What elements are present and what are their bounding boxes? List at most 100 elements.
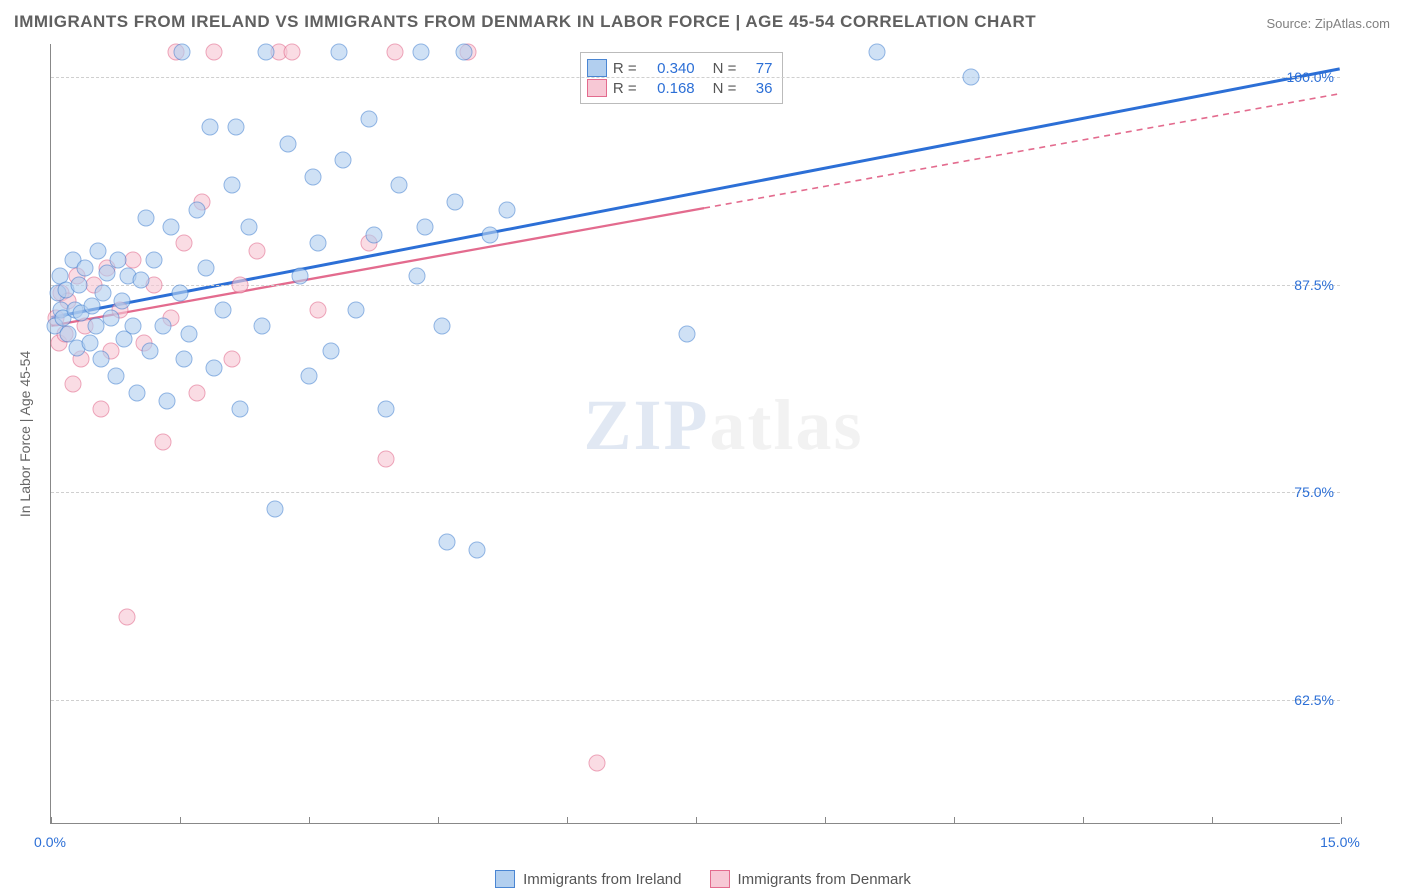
scatter-point [92,351,109,368]
scatter-point [77,260,94,277]
scatter-point [331,44,348,61]
scatter-point [110,251,127,268]
legend-label: Immigrants from Ireland [523,871,681,888]
scatter-point [107,367,124,384]
scatter-point [113,293,130,310]
x-tick-mark [954,817,955,824]
scatter-point [322,343,339,360]
scatter-point [163,218,180,235]
scatter-point [124,318,141,335]
scatter-point [391,177,408,194]
legend-n-label: N = [713,80,737,97]
chart-title: IMMIGRANTS FROM IRELAND VS IMMIGRANTS FR… [14,12,1036,32]
scatter-point [141,343,158,360]
scatter-point [468,542,485,559]
scatter-point [94,284,111,301]
scatter-point [283,44,300,61]
correlation-legend-row: R =0.340N =77 [587,59,773,77]
scatter-point [223,351,240,368]
scatter-point [232,276,249,293]
scatter-point [963,69,980,86]
scatter-point [498,201,515,218]
scatter-point [189,201,206,218]
y-tick-label: 75.0% [1294,484,1334,500]
scatter-point [159,392,176,409]
scatter-point [266,500,283,517]
scatter-point [434,318,451,335]
chart-container: IMMIGRANTS FROM IRELAND VS IMMIGRANTS FR… [0,0,1406,892]
scatter-point [90,243,107,260]
scatter-point [124,251,141,268]
correlation-legend-row: R =0.168N =36 [587,79,773,97]
scatter-point [361,110,378,127]
legend-swatch [495,870,515,888]
scatter-point [249,243,266,260]
scatter-point [258,44,275,61]
series-legend: Immigrants from IrelandImmigrants from D… [0,870,1406,888]
legend-n-value: 36 [742,80,772,97]
scatter-point [223,177,240,194]
scatter-point [202,118,219,135]
x-tick-mark [825,817,826,824]
scatter-point [92,401,109,418]
scatter-point [309,301,326,318]
scatter-point [417,218,434,235]
legend-swatch [587,59,607,77]
gridline-horizontal [51,492,1340,493]
scatter-point [189,384,206,401]
scatter-point [103,309,120,326]
x-tick-mark [696,817,697,824]
x-tick-mark [51,817,52,824]
scatter-point [206,44,223,61]
legend-swatch [587,79,607,97]
scatter-point [176,235,193,252]
scatter-point [70,276,87,293]
scatter-point [438,533,455,550]
legend-r-value: 0.340 [643,60,695,77]
scatter-point [87,318,104,335]
scatter-point [240,218,257,235]
y-tick-label: 62.5% [1294,692,1334,708]
scatter-point [387,44,404,61]
scatter-point [378,401,395,418]
gridline-horizontal [51,77,1340,78]
scatter-point [348,301,365,318]
y-tick-label: 87.5% [1294,277,1334,293]
scatter-point [301,367,318,384]
legend-r-value: 0.168 [643,80,695,97]
scatter-point [197,260,214,277]
x-tick-mark [1212,817,1213,824]
x-tick-label: 0.0% [34,834,66,850]
y-axis-label: In Labor Force | Age 45-54 [10,44,40,824]
scatter-point [154,318,171,335]
legend-swatch [710,870,730,888]
scatter-point [589,754,606,771]
scatter-point [292,268,309,285]
scatter-point [118,608,135,625]
scatter-point [305,168,322,185]
trend-lines-svg [51,44,1340,823]
scatter-point [679,326,696,343]
legend-item: Immigrants from Ireland [495,870,681,888]
x-tick-mark [180,817,181,824]
scatter-point [412,44,429,61]
scatter-point [137,210,154,227]
scatter-point [253,318,270,335]
scatter-point [180,326,197,343]
scatter-point [481,226,498,243]
scatter-point [133,271,150,288]
scatter-point [172,284,189,301]
scatter-point [408,268,425,285]
scatter-point [227,118,244,135]
legend-r-label: R = [613,60,637,77]
source-attribution: Source: ZipAtlas.com [1266,16,1390,31]
x-tick-mark [438,817,439,824]
scatter-point [365,226,382,243]
trend-line [704,94,1340,208]
scatter-point [215,301,232,318]
x-tick-mark [1083,817,1084,824]
scatter-point [146,251,163,268]
scatter-point [129,384,146,401]
x-tick-mark [1341,817,1342,824]
scatter-point [335,152,352,169]
